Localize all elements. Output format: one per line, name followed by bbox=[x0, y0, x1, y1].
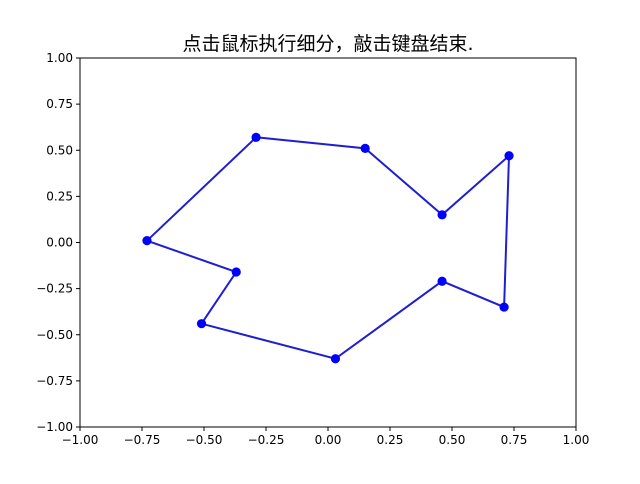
series-layer bbox=[142, 132, 514, 364]
plot-area bbox=[80, 58, 576, 427]
data-point bbox=[437, 276, 447, 286]
data-point bbox=[330, 354, 341, 364]
data-point bbox=[142, 236, 152, 246]
x-tick-label: 0.25 bbox=[377, 433, 404, 447]
y-tick-label: 0.50 bbox=[46, 143, 73, 157]
y-tick-label: 0.00 bbox=[46, 236, 73, 250]
x-tick-label: 0.50 bbox=[439, 433, 466, 447]
data-point bbox=[437, 210, 447, 220]
x-tick-label: −0.75 bbox=[124, 433, 161, 447]
data-point bbox=[231, 267, 241, 277]
data-point bbox=[360, 143, 370, 154]
y-tick-label: −0.50 bbox=[36, 328, 73, 342]
data-point bbox=[196, 319, 207, 329]
y-tick-label: 1.00 bbox=[46, 51, 73, 65]
y-tick-label: −0.75 bbox=[36, 374, 73, 388]
chart-title: 点击鼠标执行细分，敲击键盘结束. bbox=[182, 33, 473, 55]
x-tick-label: 1.00 bbox=[563, 433, 590, 447]
x-tick-label: 0.00 bbox=[315, 433, 342, 447]
data-point bbox=[499, 302, 509, 312]
x-tick-label: 0.75 bbox=[501, 433, 528, 447]
y-axis: 1.00 0.75 0.50 0.25 0.00 −0.25 −0.50 −0.75 −1.00 bbox=[36, 51, 80, 434]
x-tick-label: −0.50 bbox=[186, 433, 223, 447]
y-tick-label: 0.25 bbox=[46, 189, 73, 203]
y-tick-label: −1.00 bbox=[36, 420, 73, 434]
data-point bbox=[251, 132, 261, 142]
plot-frame bbox=[79, 57, 577, 428]
y-tick-label: −0.25 bbox=[36, 282, 73, 296]
x-axis: −1.00 −0.75 −0.50 −0.25 0.00 0.25 0.50 0.75 1.00 bbox=[62, 427, 590, 447]
y-tick-label: 0.75 bbox=[46, 97, 73, 111]
x-tick-label: −1.00 bbox=[62, 433, 99, 447]
x-tick-label: −0.25 bbox=[248, 433, 285, 447]
data-point bbox=[504, 151, 514, 161]
